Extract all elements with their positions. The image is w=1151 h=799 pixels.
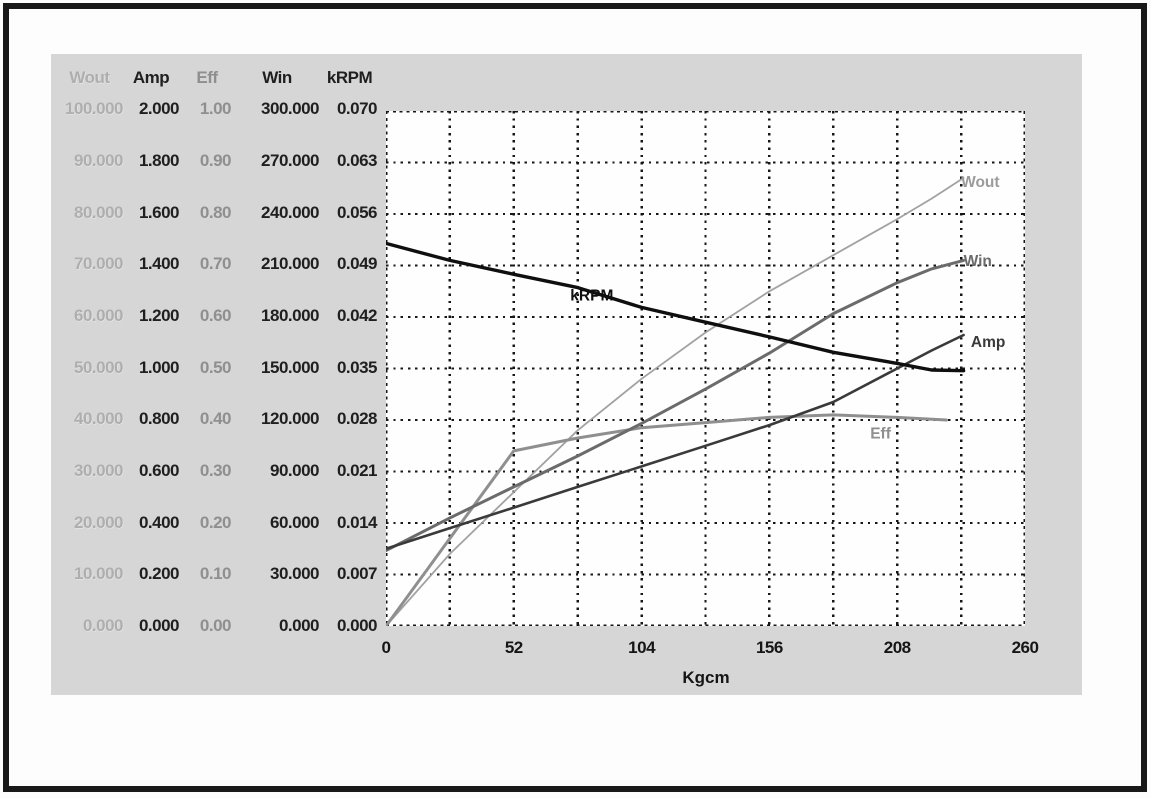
axis-tick-win: 120.000 (261, 409, 319, 429)
axis-tick-eff: 0.90 (199, 151, 232, 171)
axis-tick-wout: 20.000 (74, 512, 124, 532)
axis-tick-amp: 1.000 (138, 357, 180, 377)
axis-tick-amp: 0.200 (138, 564, 180, 584)
scale-row: 10.000 0.200 0.10 30.000 0.007 (56, 564, 378, 584)
axis-tick-eff: 0.20 (199, 512, 232, 532)
scale-row: 70.000 1.400 0.70 210.000 0.049 (56, 254, 378, 274)
scale-row: 0.000 0.000 0.00 0.000 0.000 (56, 616, 378, 636)
axis-tick-wout: 70.000 (74, 254, 124, 274)
axis-tick-amp: 1.800 (138, 151, 180, 171)
axis-tick-wout: 10.000 (74, 564, 124, 584)
axis-tick-amp: 1.400 (138, 254, 180, 274)
axis-tick-krpm: 0.000 (336, 616, 378, 635)
axis-tick-amp: 1.600 (138, 202, 180, 222)
eff-curve-label: Eff (870, 425, 892, 442)
axis-tick-krpm: 0.042 (336, 306, 378, 326)
axis-tick-eff: 0.50 (199, 357, 232, 377)
axis-tick-amp: 0.800 (138, 409, 180, 429)
axis-tick-amp: 1.200 (138, 306, 180, 326)
axis-tick-wout: 80.000 (74, 202, 124, 222)
axis-tick-krpm: 0.035 (336, 357, 378, 377)
axis-tick-win: 270.000 (261, 151, 319, 171)
axis-tick-eff: 1.00 (199, 99, 232, 119)
axis-tick-eff: 0.60 (199, 306, 232, 326)
scale-row: 20.000 0.400 0.20 60.000 0.014 (56, 512, 378, 533)
scale-row: 40.000 0.800 0.40 120.000 0.028 (56, 409, 378, 429)
scale-row: 80.000 1.600 0.80 240.000 0.056 (56, 202, 378, 223)
axis-tick-eff: 0.80 (199, 202, 232, 222)
axis-tick-amp: 0.400 (138, 512, 180, 532)
axis-tick-eff: 0.40 (199, 409, 232, 429)
axis-tick-amp: 2.000 (138, 99, 180, 119)
axis-tick-krpm: 0.070 (336, 99, 378, 119)
axis-tick-krpm: 0.056 (336, 202, 378, 222)
x-tick-0: 0 (381, 638, 391, 657)
plot-area: Wout Eff Win Amp kRPM (386, 111, 1025, 626)
x-tick-52: 52 (504, 638, 523, 657)
krpm-curve (386, 241, 966, 373)
axis-tick-win: 210.000 (261, 254, 319, 274)
wout-curve-label: Wout (961, 174, 999, 191)
axis-tick-eff: 0.30 (199, 461, 232, 481)
x-axis-label: Kgcm (682, 668, 730, 687)
x-tick-156: 156 (755, 638, 783, 657)
axis-tick-amp: 0.600 (138, 461, 180, 481)
axis-tick-wout: 100.000 (65, 99, 123, 119)
axis-tick-eff: 0.10 (199, 564, 232, 584)
scale-header-row: Wout Amp Eff Win kRPM (56, 68, 377, 88)
axis-tick-win: 90.000 (270, 461, 320, 481)
axis-tick-eff: 0.00 (199, 616, 232, 635)
wout-curve (386, 177, 965, 626)
axis-tick-win: 300.000 (261, 99, 319, 119)
scale-row: 90.000 1.800 0.90 270.000 0.063 (56, 151, 378, 171)
chart-canvas: Wout Eff Win Amp kRPM (386, 111, 1025, 626)
scale-row: 100.000 2.000 1.00 300.000 0.070 (56, 99, 377, 119)
axis-tick-win: 180.000 (261, 306, 319, 326)
axis-name-krpm: kRPM (326, 68, 373, 87)
axis-tick-krpm: 0.049 (336, 254, 378, 274)
axis-tick-win: 0.000 (278, 616, 320, 635)
axis-name-win: Win (262, 68, 292, 87)
axis-name-amp: Amp (132, 68, 170, 87)
axis-tick-win: 150.000 (261, 357, 319, 377)
x-tick-104: 104 (628, 638, 656, 657)
axis-tick-wout: 30.000 (74, 461, 124, 481)
axis-tick-wout: 60.000 (74, 306, 124, 326)
axis-tick-krpm: 0.014 (336, 512, 378, 532)
axis-tick-wout: 0.000 (82, 616, 124, 635)
scale-row: 60.000 1.200 0.60 180.000 0.042 (56, 306, 378, 326)
scale-row: 50.000 1.000 0.50 150.000 0.035 (56, 357, 378, 378)
axis-name-eff: Eff (196, 68, 218, 87)
amp-curve (386, 333, 965, 551)
axis-tick-win: 240.000 (261, 202, 319, 222)
axis-tick-wout: 50.000 (74, 357, 124, 377)
axis-tick-krpm: 0.007 (336, 564, 378, 584)
axis-name-wout: Wout (69, 68, 110, 87)
win-curve-label: Win (964, 253, 992, 270)
axis-tick-krpm: 0.063 (336, 151, 378, 171)
axis-tick-wout: 90.000 (74, 151, 124, 171)
win-curve (386, 258, 966, 552)
krpm-curve-label: kRPM (570, 287, 613, 304)
axis-tick-win: 60.000 (270, 512, 320, 532)
axis-tick-krpm: 0.021 (336, 461, 378, 481)
axis-tick-eff: 0.70 (199, 254, 232, 274)
axis-tick-amp: 0.000 (138, 616, 180, 635)
x-tick-260: 260 (1011, 638, 1039, 657)
axis-tick-wout: 40.000 (74, 409, 124, 429)
amp-curve-label: Amp (971, 334, 1005, 351)
eff-curve (386, 413, 948, 626)
outer-border: Wout Amp Eff Win kRPM 100.000 2.000 1.00 300.000… (3, 3, 1147, 792)
axis-tick-krpm: 0.028 (336, 409, 378, 429)
axis-tick-win: 30.000 (270, 564, 320, 584)
scale-row: 30.000 0.600 0.30 90.000 0.021 (56, 461, 378, 481)
chart-panel: Wout Amp Eff Win kRPM 100.000 2.000 1.00 300.000… (51, 54, 1082, 695)
x-tick-208: 208 (883, 638, 911, 657)
